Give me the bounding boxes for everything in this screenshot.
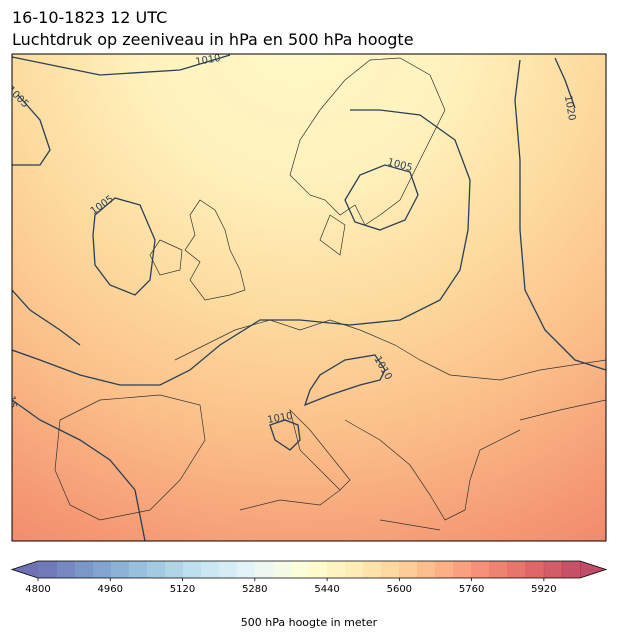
title-line: Luchtdruk op zeeniveau in hPa en 500 hPa… — [12, 30, 414, 49]
colorbar-segment — [489, 561, 509, 578]
colorbar-segment — [327, 561, 346, 578]
coastlines — [54, 57, 606, 531]
colorbar-segment — [56, 561, 75, 578]
colorbar-segment — [200, 561, 219, 578]
colorbar-segment — [38, 561, 57, 578]
colorbar-segment — [543, 561, 563, 578]
colorbar-segment — [92, 561, 111, 578]
isobar-label: 15 — [5, 395, 18, 409]
colorbar-segment — [381, 561, 400, 578]
colorbar-segment — [399, 561, 418, 578]
colorbar-segment — [218, 561, 238, 578]
colorbar-tick-label: 5280 — [242, 584, 267, 595]
colorbar-segment — [236, 561, 256, 578]
colorbar-segment — [345, 561, 364, 578]
colorbar-segment — [272, 561, 292, 578]
isobar-label: 1020 — [562, 95, 577, 122]
colorbar-tick-label: 5120 — [170, 584, 195, 595]
colorbar-segment — [309, 561, 328, 578]
isobar-label: 1010 — [267, 411, 294, 426]
colorbar-segment — [363, 561, 382, 578]
colorbar-tick-label: 4960 — [98, 584, 123, 595]
colorbar-outline — [10, 560, 608, 579]
colorbar-segment — [164, 561, 183, 578]
colorbar-segment — [417, 561, 436, 578]
colorbar-segment — [525, 561, 545, 578]
colorbar-segment — [471, 561, 490, 578]
colorbar-segment — [74, 561, 93, 578]
isobars — [12, 54, 606, 541]
colorbar-segment — [146, 561, 165, 578]
colorbar-tick-label: 4800 — [25, 584, 50, 595]
colorbar: 4800 4960 5120 5280 5440 5600 5760 5920 500 hPa … — [10, 560, 608, 629]
colorbar-tick-label: 5760 — [459, 584, 484, 595]
colorbar-segment — [453, 561, 472, 578]
colorbar-tick-label: 5440 — [314, 584, 339, 595]
colorbar-label: 500 hPa hoogte in meter — [241, 616, 378, 629]
colorbar-segment — [435, 561, 454, 578]
colorbar-extend-high — [580, 561, 606, 578]
colorbar-tick-label: 5600 — [387, 584, 412, 595]
colorbar-segment — [561, 561, 581, 578]
colorbar-segment — [182, 561, 201, 578]
colorbar-tick-label: 5920 — [531, 584, 556, 595]
title-line: 16-10-1823 12 UTC — [12, 8, 168, 27]
colorbar-segment — [290, 561, 310, 578]
colorbar-segment — [110, 561, 129, 578]
colorbar-segment — [254, 561, 274, 578]
colorbar-segment — [507, 561, 527, 578]
map-frame — [11, 53, 607, 542]
colorbar-extend-low — [12, 561, 38, 578]
colorbar-segment — [128, 561, 147, 578]
isobar-label: 1010 — [195, 53, 222, 68]
height-field — [12, 54, 606, 541]
